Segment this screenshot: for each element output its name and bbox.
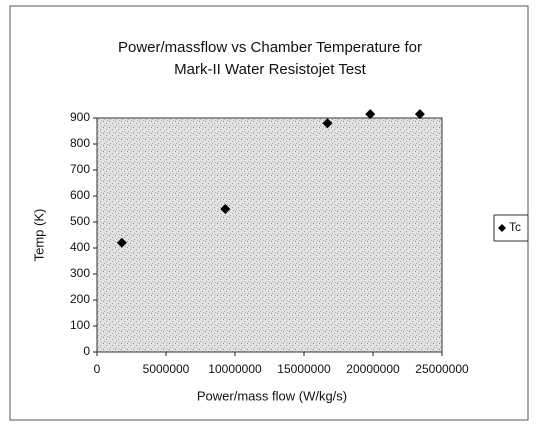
legend-label: Tc bbox=[509, 220, 521, 234]
legend-marker bbox=[498, 224, 506, 232]
data-point bbox=[322, 118, 333, 129]
x-tick-label: 10000000 bbox=[208, 362, 262, 376]
y-tick-label: 700 bbox=[70, 162, 90, 176]
x-tick-label: 0 bbox=[94, 362, 101, 376]
y-tick-label: 300 bbox=[70, 266, 90, 280]
y-tick-label: 400 bbox=[70, 240, 90, 254]
y-tick-label: 200 bbox=[70, 292, 90, 306]
chart-title: Power/massflow vs Chamber Temperature fo… bbox=[118, 39, 422, 56]
data-point bbox=[220, 204, 231, 214]
data-point bbox=[414, 109, 425, 120]
y-axis-label: Temp (K) bbox=[31, 209, 46, 262]
y-tick-label: 900 bbox=[70, 110, 90, 124]
x-axis-label: Power/mass flow (W/kg/s) bbox=[197, 388, 347, 403]
chart-title: Mark-II Water Resistojet Test bbox=[174, 61, 367, 78]
y-tick-label: 0 bbox=[83, 344, 90, 358]
data-point bbox=[116, 237, 127, 248]
x-tick-label: 25000000 bbox=[415, 362, 469, 376]
x-tick-label: 20000000 bbox=[346, 362, 400, 376]
x-tick-label: 15000000 bbox=[277, 362, 331, 376]
y-tick-label: 600 bbox=[70, 188, 90, 202]
y-tick-label: 800 bbox=[70, 136, 90, 150]
x-tick-label: 5000000 bbox=[143, 362, 190, 376]
data-point bbox=[365, 109, 376, 120]
y-tick-label: 100 bbox=[70, 318, 90, 332]
y-tick-label: 500 bbox=[70, 214, 90, 228]
plot-area bbox=[96, 117, 443, 353]
